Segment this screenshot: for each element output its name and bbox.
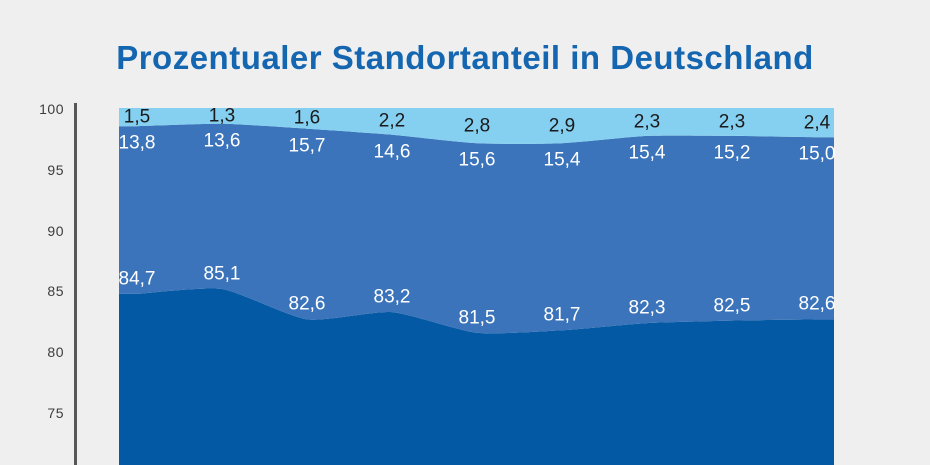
y-axis-line [74, 103, 77, 465]
area-series-bottom [119, 288, 834, 465]
data-label-top-4: 2,8 [463, 115, 491, 137]
data-label-top-7: 2,3 [718, 111, 746, 133]
data-label-top-1: 1,3 [208, 105, 236, 127]
data-label-top-2: 1,6 [293, 107, 321, 129]
data-label-middle-3: 14,6 [373, 141, 411, 163]
data-label-top-8: 2,4 [803, 112, 831, 134]
data-label-middle-6: 15,4 [628, 142, 666, 164]
data-label-middle-4: 15,6 [458, 149, 496, 171]
data-label-middle-1: 13,6 [203, 130, 241, 152]
y-axis-tick-95: 95 [47, 161, 64, 178]
y-axis-tick-80: 80 [47, 344, 64, 360]
area-series-middle [119, 123, 834, 334]
data-label-bottom-0: 84,7 [118, 268, 156, 290]
data-label-bottom-6: 82,3 [628, 297, 666, 319]
data-label-middle-2: 15,7 [288, 135, 326, 157]
data-label-middle-8: 15,0 [798, 143, 836, 165]
y-axis-tick-85: 85 [47, 283, 64, 300]
data-label-bottom-4: 81,5 [458, 307, 496, 329]
data-label-top-0: 1,5 [123, 106, 151, 128]
data-label-top-5: 2,9 [548, 115, 576, 137]
data-label-bottom-1: 85,1 [203, 263, 241, 285]
data-label-bottom-7: 82,5 [713, 295, 751, 317]
data-label-middle-0: 13,8 [118, 132, 156, 154]
data-label-top-6: 2,3 [633, 111, 661, 133]
chart-title: Prozentualer Standortanteil in Deutschla… [116, 39, 814, 76]
y-axis-tick-75: 75 [47, 404, 64, 421]
data-label-bottom-8: 82,6 [798, 293, 836, 315]
data-label-bottom-5: 81,7 [543, 304, 581, 326]
data-label-top-3: 2,2 [378, 110, 406, 132]
data-label-bottom-2: 82,6 [288, 293, 326, 315]
area-series-top [119, 108, 834, 144]
data-label-middle-7: 15,2 [713, 142, 751, 164]
y-axis-tick-90: 90 [47, 222, 64, 239]
data-label-bottom-3: 83,2 [373, 286, 411, 308]
data-label-middle-5: 15,4 [543, 149, 581, 171]
plot-area [119, 108, 834, 465]
y-axis-tick-100: 100 [39, 101, 64, 117]
